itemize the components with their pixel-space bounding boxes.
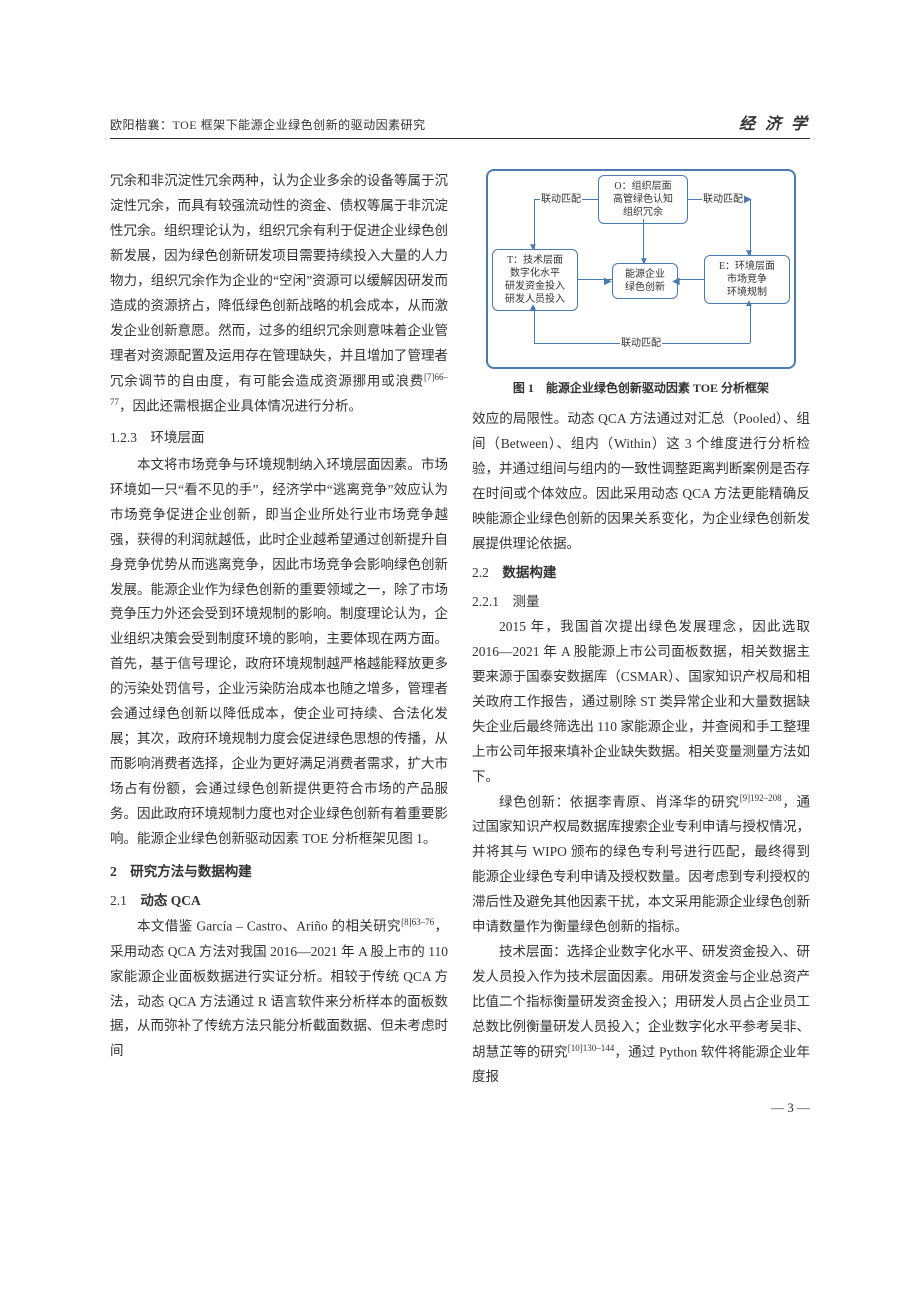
heading-2-2: 2.2 数据构建 bbox=[472, 561, 810, 586]
edge-label-tl: 联动匹配 bbox=[540, 191, 582, 210]
heading-1-2-3: 1.2.3 环境层面 bbox=[110, 426, 448, 451]
citation: [8]63–76 bbox=[401, 917, 434, 927]
heading-2-1: 2.1 动态 QCA bbox=[110, 889, 448, 914]
toe-diagram: O：组织层面 高管绿色认知 组织冗余 T：技术层面 数字化水平 研发资金投入 研… bbox=[486, 169, 796, 369]
citation: [9]192–208 bbox=[740, 793, 782, 803]
edge-label-tr: 联动匹配 bbox=[702, 191, 744, 210]
paragraph: 本文借鉴 García – Castro、Ariño 的相关研究[8]63–76… bbox=[110, 914, 448, 1064]
node-organization: O：组织层面 高管绿色认知 组织冗余 bbox=[598, 175, 688, 224]
heading-2: 2 研究方法与数据构建 bbox=[110, 860, 448, 885]
paragraph: 本文将市场竞争与环境规制纳入环境层面因素。市场环境如一只“看不见的手”，经济学中… bbox=[110, 453, 448, 853]
citation: [10]130–144 bbox=[568, 1043, 615, 1053]
body-text: 冗余和非沉淀性冗余两种，认为企业多余的设备等属于沉淀性冗余，而具有较强流动性的资… bbox=[110, 169, 810, 1090]
figure-caption: 图 1 能源企业绿色创新驱动因素 TOE 分析框架 bbox=[472, 377, 810, 399]
heading-2-2-1: 2.2.1 测量 bbox=[472, 590, 810, 615]
paragraph: 技术层面：选择企业数字化水平、研发资金投入、研发人员投入作为技术层面因素。用研发… bbox=[472, 940, 810, 1090]
edge-label-bottom: 联动匹配 bbox=[620, 335, 662, 354]
header-left: 欧阳楷襄：TOE 框架下能源企业绿色创新的驱动因素研究 bbox=[110, 116, 426, 133]
page-number: — 3 — bbox=[110, 1100, 810, 1116]
header-right: 经 济 学 bbox=[739, 110, 810, 134]
paragraph: 2015 年，我国首次提出绿色发展理念，因此选取 2016—2021 年 A 股… bbox=[472, 615, 810, 790]
page-header: 欧阳楷襄：TOE 框架下能源企业绿色创新的驱动因素研究 经 济 学 bbox=[110, 110, 810, 139]
figure-1: O：组织层面 高管绿色认知 组织冗余 T：技术层面 数字化水平 研发资金投入 研… bbox=[472, 169, 810, 401]
paragraph: 绿色创新：依据李青原、肖泽华的研究[9]192–208，通过国家知识产权局数据库… bbox=[472, 790, 810, 940]
paragraph: 冗余和非沉淀性冗余两种，认为企业多余的设备等属于沉淀性冗余，而具有较强流动性的资… bbox=[110, 169, 448, 420]
paragraph: 效应的局限性。动态 QCA 方法通过对汇总（Pooled）、组间（Between… bbox=[472, 407, 810, 557]
